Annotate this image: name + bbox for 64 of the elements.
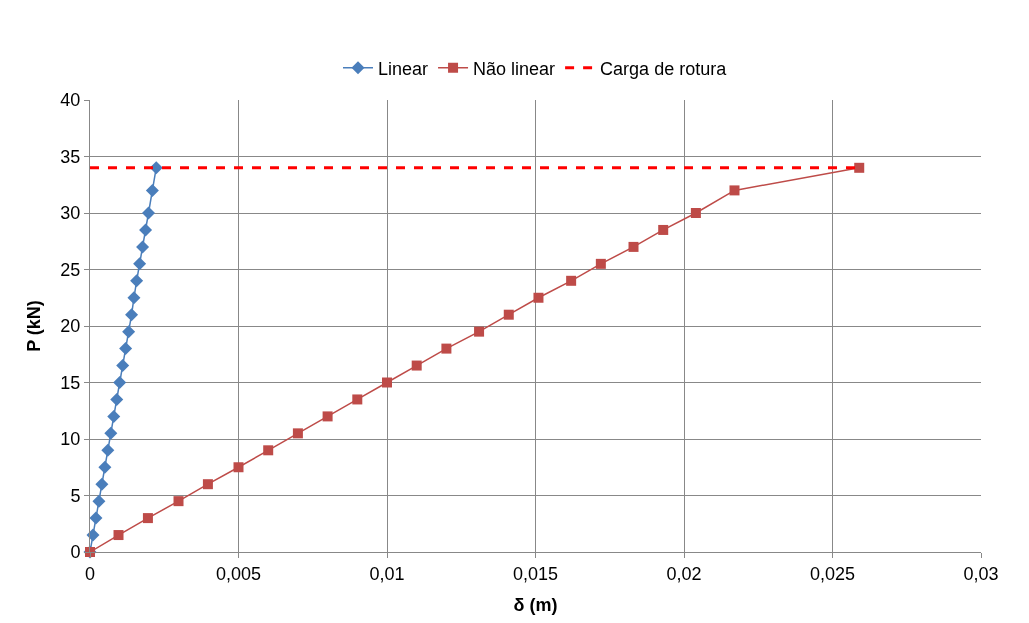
legend-label: Carga de rotura xyxy=(600,58,728,79)
x-tick-label: 0 xyxy=(84,563,96,584)
point xyxy=(92,494,106,508)
point xyxy=(145,183,159,197)
point xyxy=(441,343,452,354)
point xyxy=(136,240,150,254)
point xyxy=(382,377,392,388)
y-tick-label: 20 xyxy=(60,316,81,337)
point xyxy=(125,308,139,322)
point xyxy=(122,325,136,339)
legend-label: Não linear xyxy=(473,58,556,79)
point xyxy=(411,360,422,371)
point xyxy=(142,206,156,220)
point xyxy=(116,359,130,373)
point xyxy=(95,477,109,491)
y-tick-label: 10 xyxy=(60,429,81,450)
point xyxy=(690,208,701,218)
y-tick-label: 30 xyxy=(60,203,81,224)
point xyxy=(119,342,133,356)
point xyxy=(233,462,244,473)
x-tick-label: 0,03 xyxy=(963,563,999,584)
point xyxy=(352,394,363,405)
x-tick-label: 0,01 xyxy=(369,563,405,584)
point xyxy=(173,496,184,507)
y-tick-label: 40 xyxy=(60,90,81,111)
point xyxy=(292,428,303,439)
point xyxy=(98,460,112,474)
x-tick-label: 0,005 xyxy=(215,563,262,584)
y-tick-label: 0 xyxy=(70,542,81,563)
point xyxy=(113,376,127,389)
point xyxy=(322,411,333,422)
point xyxy=(104,426,118,440)
point xyxy=(130,274,144,288)
y-tick-label: 5 xyxy=(70,485,81,506)
x-tick-label: 0,02 xyxy=(666,563,702,584)
y-axis-title: P (kN) xyxy=(23,300,44,352)
point xyxy=(142,513,153,524)
point xyxy=(127,291,141,305)
point xyxy=(566,275,577,286)
point xyxy=(628,241,639,252)
x-tick-label: 0,015 xyxy=(512,563,559,584)
y-tick-label: 35 xyxy=(60,146,81,167)
point xyxy=(533,292,544,303)
legend-label: Linear xyxy=(378,58,429,79)
y-tick-label: 25 xyxy=(60,259,81,280)
point xyxy=(89,511,103,525)
point xyxy=(854,162,865,173)
point xyxy=(202,479,213,490)
point xyxy=(139,223,153,237)
point xyxy=(110,392,124,406)
point xyxy=(658,224,669,235)
point xyxy=(107,409,121,423)
point xyxy=(101,443,115,457)
point xyxy=(503,309,514,320)
point xyxy=(474,326,485,337)
point xyxy=(86,528,100,542)
point xyxy=(263,445,274,456)
x-tick-label: 0,025 xyxy=(809,563,856,584)
y-tick-label: 15 xyxy=(60,372,81,393)
point xyxy=(113,530,124,541)
point xyxy=(595,258,606,269)
point xyxy=(133,257,147,271)
point xyxy=(729,185,740,196)
x-axis-title: δ (m) xyxy=(513,594,558,615)
